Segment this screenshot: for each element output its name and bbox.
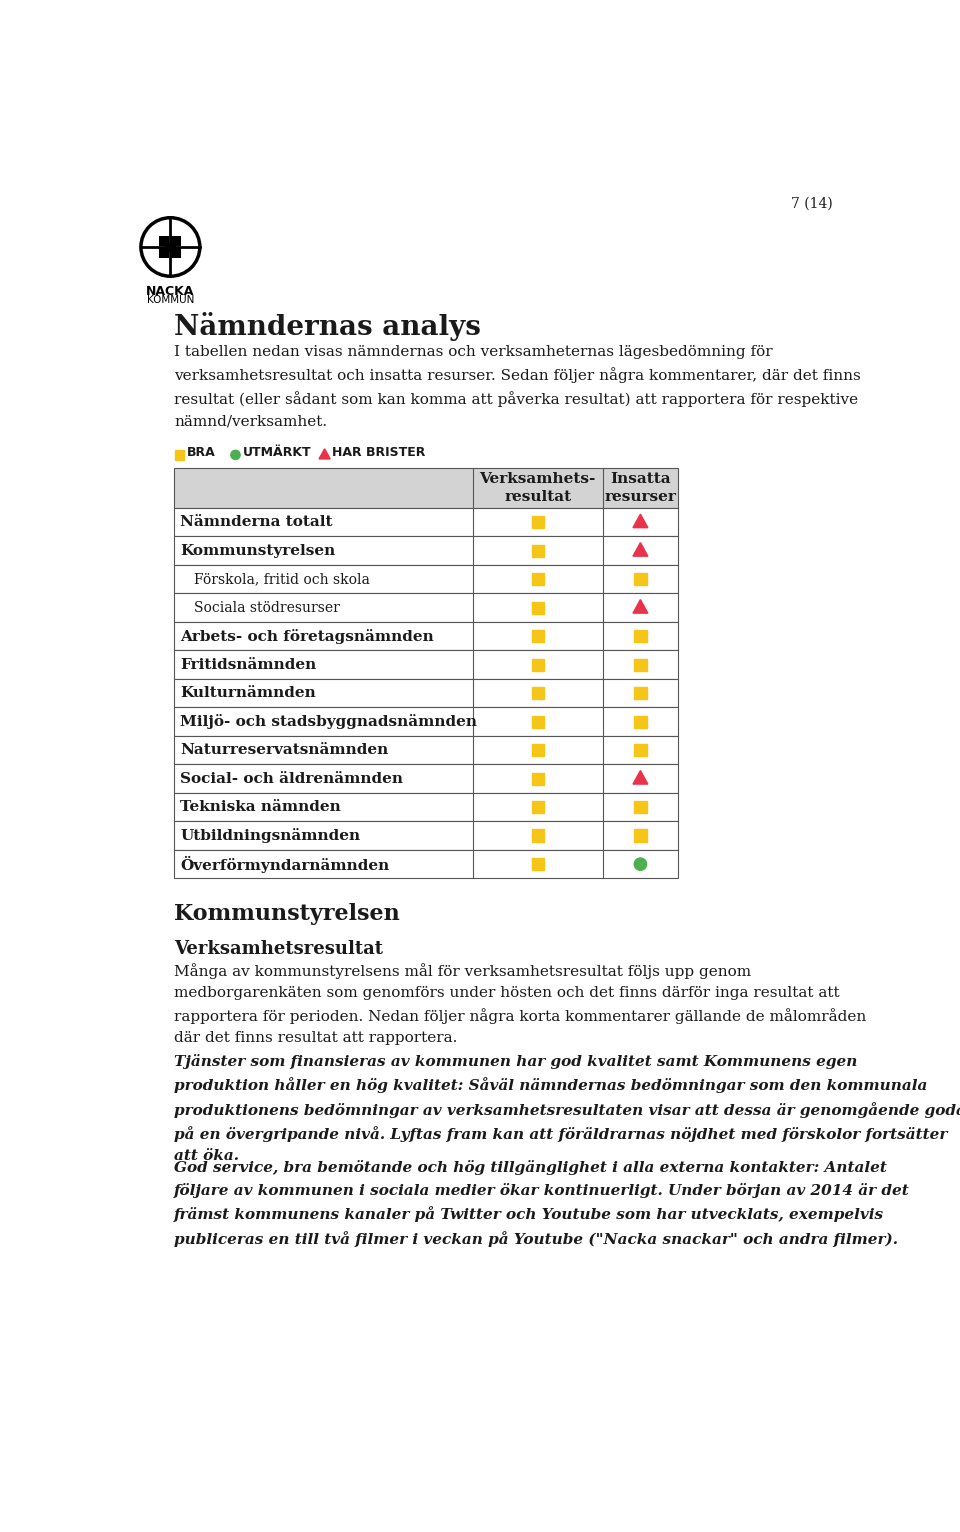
Bar — [175, 821, 678, 850]
Bar — [635, 573, 647, 585]
Text: Tekniska nämnden: Tekniska nämnden — [180, 800, 341, 813]
Bar — [635, 801, 647, 813]
Text: Kulturnämnden: Kulturnämnden — [180, 686, 316, 700]
Bar — [532, 630, 544, 642]
Bar — [532, 686, 544, 699]
Text: Nämnderna totalt: Nämnderna totalt — [180, 515, 333, 529]
Polygon shape — [633, 515, 648, 527]
Bar — [532, 858, 544, 870]
Bar — [532, 516, 544, 529]
Text: Förskola, fritid och skola: Förskola, fritid och skola — [194, 573, 371, 587]
Bar — [532, 659, 544, 671]
Bar — [172, 236, 181, 247]
Bar — [175, 536, 678, 565]
Circle shape — [635, 858, 647, 870]
Text: Social- och äldrenämnden: Social- och äldrenämnden — [180, 772, 403, 786]
Bar — [172, 248, 181, 257]
Bar — [165, 242, 176, 253]
Text: 7 (14): 7 (14) — [791, 198, 833, 211]
Text: Tjänster som finansieras av kommunen har god kvalitet samt Kommunens egen
produk: Tjänster som finansieras av kommunen har… — [175, 1054, 960, 1163]
Text: Kommunstyrelsen: Kommunstyrelsen — [175, 902, 400, 925]
Bar — [532, 544, 544, 558]
Text: Insatta
resurser: Insatta resurser — [605, 472, 677, 504]
Text: Överförmyndarnämnden: Överförmyndarnämnden — [180, 855, 390, 873]
Bar — [159, 236, 169, 247]
Bar — [635, 686, 647, 699]
Polygon shape — [319, 449, 330, 460]
Text: Miljö- och stadsbyggnadsnämnden: Miljö- och stadsbyggnadsnämnden — [180, 714, 477, 729]
Polygon shape — [633, 599, 648, 613]
Bar — [532, 829, 544, 841]
Text: KOMMUN: KOMMUN — [147, 294, 194, 305]
Text: Nämndernas analys: Nämndernas analys — [175, 313, 481, 342]
Text: UTMÄRKT: UTMÄRKT — [243, 446, 311, 460]
Bar — [532, 801, 544, 813]
Bar — [635, 745, 647, 757]
Bar — [532, 772, 544, 784]
Bar — [159, 248, 169, 257]
Bar — [175, 467, 678, 509]
Bar — [175, 509, 678, 536]
Text: Naturreservatsnämnden: Naturreservatsnämnden — [180, 743, 389, 757]
Text: God service, bra bemötande och hög tillgänglighet i alla externa kontakter: Anta: God service, bra bemötande och hög tillg… — [175, 1160, 910, 1247]
Text: HAR BRISTER: HAR BRISTER — [331, 446, 425, 460]
Text: BRA: BRA — [186, 446, 215, 460]
Bar — [175, 850, 678, 878]
Bar — [635, 659, 647, 671]
Text: Kommunstyrelsen: Kommunstyrelsen — [180, 544, 336, 558]
Bar — [175, 708, 678, 735]
Bar — [532, 573, 544, 585]
Text: Fritidsnämnden: Fritidsnämnden — [180, 657, 317, 671]
Bar — [532, 602, 544, 614]
Bar — [175, 565, 678, 593]
Bar — [175, 593, 678, 622]
Text: Verksamhets-
resultat: Verksamhets- resultat — [480, 472, 596, 504]
Text: Sociala stödresurser: Sociala stödresurser — [194, 601, 340, 614]
Polygon shape — [633, 542, 648, 556]
Circle shape — [230, 450, 240, 460]
Bar — [635, 630, 647, 642]
Bar — [175, 450, 184, 460]
Bar — [175, 651, 678, 679]
Bar — [175, 764, 678, 794]
Bar — [635, 715, 647, 728]
Text: Arbets- och företagsnämnden: Arbets- och företagsnämnden — [180, 628, 434, 643]
Text: NACKA: NACKA — [146, 285, 195, 299]
Bar — [532, 715, 544, 728]
Text: Många av kommunstyrelsens mål för verksamhetsresultat följs upp genom
medborgare: Många av kommunstyrelsens mål för verksa… — [175, 964, 867, 1045]
Text: Utbildningsnämnden: Utbildningsnämnden — [180, 829, 361, 843]
Bar — [175, 794, 678, 821]
Text: I tabellen nedan visas nämndernas och verksamheternas lägesbedömning för
verksam: I tabellen nedan visas nämndernas och ve… — [175, 345, 861, 429]
Bar — [532, 745, 544, 757]
Bar — [175, 735, 678, 764]
Bar — [175, 679, 678, 708]
Text: Verksamhetsresultat: Verksamhetsresultat — [175, 941, 383, 958]
Polygon shape — [633, 771, 648, 784]
Bar — [635, 829, 647, 841]
Bar — [175, 622, 678, 651]
